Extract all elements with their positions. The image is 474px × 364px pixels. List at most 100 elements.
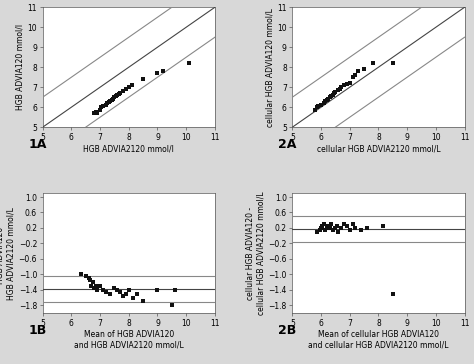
Point	[102, 289, 109, 295]
Point	[99, 103, 107, 109]
Point	[324, 96, 332, 102]
Point	[98, 104, 105, 110]
Point	[389, 291, 397, 297]
Point	[86, 277, 94, 283]
Point	[91, 110, 98, 116]
Text: 2B: 2B	[278, 324, 296, 337]
Point	[314, 103, 322, 109]
Point	[346, 80, 354, 86]
Point	[340, 221, 348, 227]
Point	[113, 92, 121, 98]
Point	[102, 102, 109, 108]
X-axis label: HGB ADVIA2120 mmol/l: HGB ADVIA2120 mmol/l	[83, 145, 174, 154]
Point	[122, 86, 130, 92]
Point	[115, 91, 122, 97]
Point	[313, 104, 320, 110]
Point	[333, 223, 341, 229]
Point	[346, 227, 354, 233]
Point	[328, 92, 336, 98]
Point	[327, 93, 335, 99]
Point	[335, 87, 342, 93]
Point	[85, 275, 92, 281]
Point	[96, 283, 104, 289]
Point	[129, 294, 137, 300]
Point	[330, 90, 338, 96]
Point	[326, 94, 333, 100]
Point	[134, 291, 141, 297]
Y-axis label: HGB ADVIA120 mmol/l: HGB ADVIA120 mmol/l	[16, 24, 25, 110]
Point	[357, 227, 365, 233]
Point	[96, 107, 104, 113]
Point	[337, 84, 345, 90]
Point	[379, 223, 386, 229]
Point	[332, 89, 339, 95]
Point	[91, 285, 98, 291]
Point	[109, 96, 117, 102]
X-axis label: cellular HGB ADVIA2120 mmol/L: cellular HGB ADVIA2120 mmol/L	[317, 145, 440, 154]
Point	[332, 225, 339, 231]
Point	[92, 109, 100, 115]
Point	[316, 227, 323, 233]
Y-axis label: cellular HGB ADVIA120 mmol/L: cellular HGB ADVIA120 mmol/L	[265, 8, 274, 127]
X-axis label: Mean of HGB ADVIA120
and HGB ADVIA2120 mmol/L: Mean of HGB ADVIA120 and HGB ADVIA2120 m…	[74, 331, 183, 350]
Point	[119, 88, 127, 94]
Point	[311, 107, 319, 113]
Point	[139, 298, 147, 304]
Point	[171, 287, 179, 293]
Point	[168, 302, 175, 308]
Point	[349, 221, 356, 227]
Y-axis label: cellular HGB ADVIA120 -
cellular HGB ADVIA2120 mmol/L: cellular HGB ADVIA120 - cellular HGB ADV…	[246, 191, 265, 315]
Point	[317, 102, 325, 108]
Text: 1B: 1B	[28, 324, 47, 337]
Point	[317, 225, 325, 231]
Point	[103, 100, 111, 106]
Point	[349, 74, 356, 80]
Point	[352, 225, 359, 231]
Point	[88, 283, 95, 289]
Point	[343, 81, 351, 87]
Point	[108, 97, 115, 103]
Point	[112, 93, 119, 99]
Point	[326, 225, 333, 231]
Point	[352, 72, 359, 78]
Point	[355, 68, 362, 74]
Point	[324, 223, 332, 229]
Point	[336, 86, 344, 92]
Point	[321, 98, 329, 104]
Point	[116, 90, 124, 96]
Point	[343, 223, 351, 229]
Point	[369, 60, 376, 66]
Point	[113, 287, 121, 293]
Point	[99, 287, 107, 293]
Point	[389, 60, 397, 66]
Point	[335, 229, 342, 235]
Point	[139, 76, 147, 82]
Point	[159, 68, 167, 74]
Point	[337, 225, 345, 231]
Point	[363, 225, 371, 231]
Point	[125, 84, 133, 90]
Point	[116, 289, 124, 295]
Text: 1A: 1A	[28, 138, 47, 151]
Point	[110, 94, 118, 100]
Point	[78, 272, 85, 277]
Point	[340, 82, 348, 88]
Point	[105, 99, 112, 105]
Point	[328, 227, 336, 233]
Point	[185, 60, 193, 66]
X-axis label: Mean of cellular HGB ADVIA120
and cellular HGB ADVIA2120 mmol/L: Mean of cellular HGB ADVIA120 and cellul…	[308, 331, 449, 350]
Point	[92, 283, 100, 289]
Text: 2A: 2A	[278, 138, 297, 151]
Point	[93, 110, 101, 116]
Point	[125, 287, 133, 293]
Point	[154, 70, 161, 76]
Point	[119, 293, 127, 298]
Point	[319, 223, 326, 229]
Point	[320, 100, 328, 106]
Point	[313, 229, 320, 235]
Point	[122, 291, 130, 297]
Point	[154, 287, 161, 293]
Point	[321, 227, 329, 233]
Point	[360, 66, 368, 72]
Point	[128, 82, 136, 88]
